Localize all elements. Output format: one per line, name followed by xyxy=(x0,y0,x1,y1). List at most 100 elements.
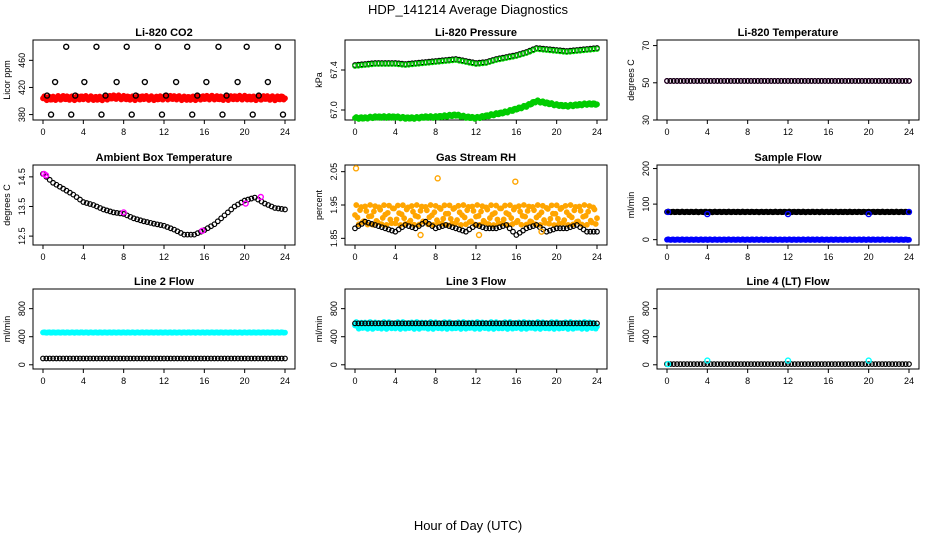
data-point xyxy=(563,49,570,55)
data-point xyxy=(221,212,228,219)
data-point xyxy=(896,361,902,367)
data-point xyxy=(405,61,412,68)
data-point xyxy=(694,361,701,367)
x-tick-label: 12 xyxy=(783,376,793,386)
data-point xyxy=(454,217,460,223)
plot-frame xyxy=(656,288,920,370)
data-point xyxy=(865,361,872,367)
data-point xyxy=(667,78,674,84)
data-point xyxy=(66,355,73,362)
data-point xyxy=(181,355,188,362)
data-point xyxy=(184,231,191,238)
x-tick-label: 24 xyxy=(280,252,290,262)
data-point xyxy=(83,355,90,362)
data-point xyxy=(697,78,704,84)
data-point xyxy=(234,78,241,86)
data-point xyxy=(372,320,379,327)
panel-title: Ambient Box Temperature xyxy=(96,152,233,164)
x-tick-label: 16 xyxy=(199,252,209,262)
data-point xyxy=(523,320,530,327)
data-point xyxy=(690,78,697,84)
data-point xyxy=(906,78,912,84)
data-point xyxy=(523,50,530,56)
data-point xyxy=(468,218,474,225)
data-point xyxy=(547,227,553,234)
data-point xyxy=(224,209,231,216)
panel-8: Line 3 Flow ml/min 0 400 800 0 4 8 12 16 20 24 xyxy=(314,276,608,386)
x-tick-label: 0 xyxy=(40,252,45,262)
data-point xyxy=(727,361,734,367)
panel-7: Line 2 Flow ml/min 0 400 800 0 4 8 12 16 20 24 xyxy=(2,276,296,386)
data-point xyxy=(594,215,600,222)
data-point xyxy=(354,214,361,221)
data-point xyxy=(768,361,775,367)
data-point xyxy=(795,361,801,367)
data-point xyxy=(584,228,590,235)
x-tick-label: 24 xyxy=(592,127,602,137)
data-point xyxy=(426,320,432,327)
data-point xyxy=(573,48,580,54)
x-tick-label: 0 xyxy=(664,376,669,386)
data-point xyxy=(560,225,567,232)
data-point xyxy=(100,206,107,213)
data-point xyxy=(73,355,80,362)
data-point xyxy=(664,208,672,216)
data-point xyxy=(399,202,406,209)
data-point xyxy=(140,355,147,362)
data-point xyxy=(130,215,137,222)
x-tick-label: 24 xyxy=(904,376,914,386)
data-point xyxy=(56,355,63,362)
data-point xyxy=(795,78,801,84)
data-point xyxy=(402,222,409,228)
data-point xyxy=(81,78,88,86)
x-tick-label: 12 xyxy=(471,376,481,386)
data-point xyxy=(382,320,389,327)
data-point xyxy=(825,78,832,84)
data-point xyxy=(446,57,453,64)
data-point xyxy=(493,320,500,327)
x-tick-label: 0 xyxy=(664,252,669,262)
data-point xyxy=(187,355,194,362)
data-point xyxy=(194,355,201,362)
data-point xyxy=(811,78,818,84)
data-point xyxy=(869,361,875,367)
plot-frame xyxy=(656,164,920,246)
series-rh-band xyxy=(352,202,600,228)
data-point xyxy=(208,355,214,362)
data-point xyxy=(818,361,825,367)
x-tick-label: 24 xyxy=(904,127,914,137)
series-highlight xyxy=(40,170,264,234)
data-point xyxy=(577,207,584,214)
data-point xyxy=(724,78,731,84)
data-point xyxy=(815,78,822,84)
series-line3-black xyxy=(352,320,600,327)
data-point xyxy=(134,216,141,223)
x-tick-label: 24 xyxy=(592,376,602,386)
panel-title: Line 4 (LT) Flow xyxy=(747,276,830,288)
data-point xyxy=(137,355,144,362)
data-point xyxy=(561,217,568,224)
data-point xyxy=(422,320,429,327)
data-point xyxy=(553,320,560,327)
data-point xyxy=(395,61,402,68)
data-point xyxy=(51,78,59,86)
x-tick-label: 8 xyxy=(745,127,750,137)
data-point xyxy=(87,201,93,207)
data-point xyxy=(419,60,426,67)
y-tick-label: 67.0 xyxy=(329,101,339,119)
data-point xyxy=(128,111,135,118)
data-point xyxy=(872,78,879,84)
data-point xyxy=(408,203,415,209)
data-point xyxy=(279,111,287,118)
data-point xyxy=(102,92,109,99)
data-point xyxy=(577,47,584,54)
x-tick-label: 4 xyxy=(705,376,710,386)
data-point xyxy=(391,205,397,212)
data-point xyxy=(518,221,525,228)
data-point xyxy=(704,357,711,364)
data-point xyxy=(473,61,479,67)
data-point xyxy=(680,361,687,367)
data-point xyxy=(791,78,798,84)
series-line2-black xyxy=(40,355,288,362)
data-point xyxy=(577,320,584,327)
